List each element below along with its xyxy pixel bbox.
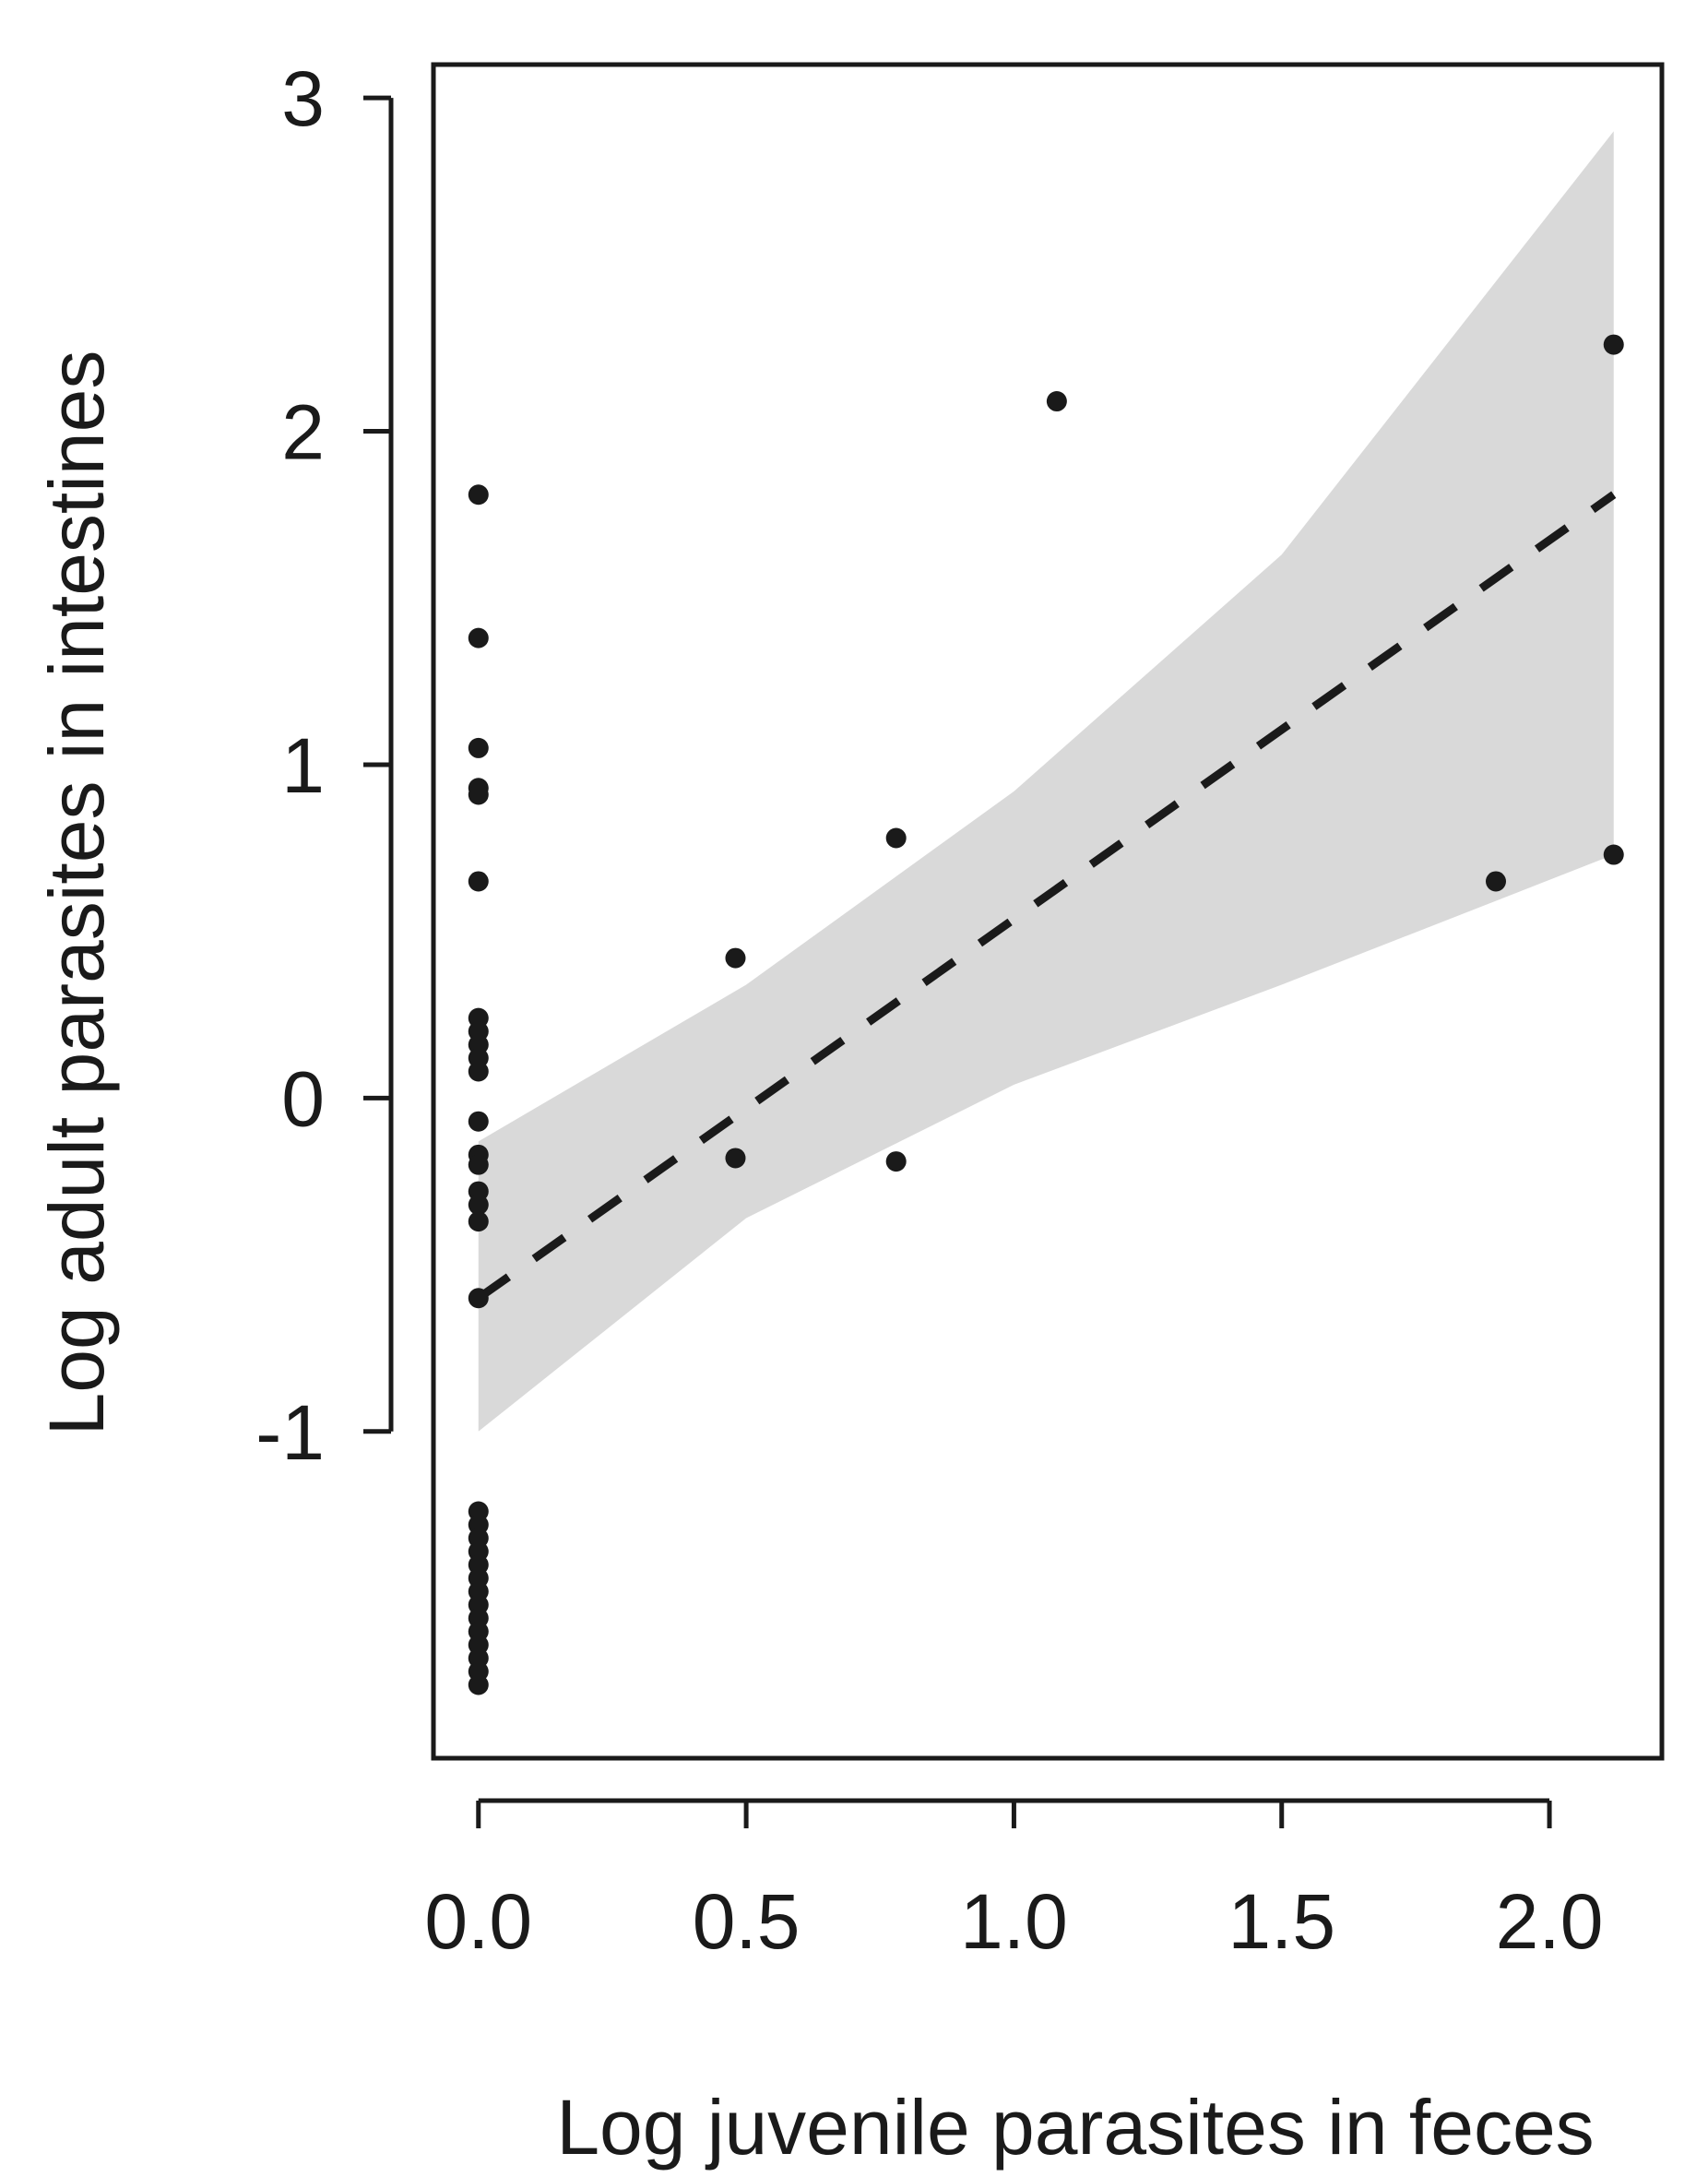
regression-line: [476, 491, 1617, 1302]
plot-frame: [431, 62, 1665, 1761]
data-point: [468, 737, 489, 758]
data-point: [468, 627, 489, 648]
data-point: [1486, 871, 1506, 892]
data-point: [468, 1061, 489, 1082]
data-point: [468, 1288, 489, 1309]
y-axis-title: Log adult parasites in intestines: [33, 351, 120, 1436]
x-tick-label: 2.0: [1496, 1878, 1604, 1965]
x-axis: 0.0 0.5 1.0 1.5 2.0: [424, 1798, 1604, 1965]
data-point: [1603, 334, 1624, 355]
x-tick-label: 1.0: [960, 1878, 1068, 1965]
data-point: [1046, 391, 1067, 412]
y-tick-label: -1: [255, 1389, 325, 1476]
data-point: [468, 1674, 489, 1695]
data-point: [885, 1151, 907, 1172]
x-tick-label: 1.5: [1228, 1878, 1335, 1965]
data-point: [468, 1154, 489, 1175]
data-points-layer: [468, 334, 1624, 1695]
y-tick-label: 3: [281, 55, 325, 142]
data-point: [468, 784, 489, 805]
data-point: [468, 871, 489, 892]
data-point: [725, 947, 746, 969]
x-axis-title: Log juvenile parasites in feces: [556, 2084, 1594, 2171]
data-point: [885, 827, 907, 849]
x-tick-label: 0.5: [693, 1878, 801, 1965]
y-axis: -1 0 1 2 3: [255, 55, 394, 1476]
data-point: [1603, 844, 1624, 865]
confidence-band: [478, 131, 1614, 1432]
y-tick-label: 0: [281, 1055, 325, 1142]
y-tick-label: 1: [281, 722, 325, 809]
x-tick-label: 0.0: [424, 1878, 532, 1965]
fit-line-layer: [476, 491, 1617, 1302]
confidence-band-layer: [478, 131, 1614, 1432]
data-point: [468, 1195, 489, 1216]
y-tick-label: 2: [281, 389, 325, 476]
data-point: [468, 484, 489, 506]
data-point: [468, 1211, 489, 1232]
data-point: [725, 1148, 746, 1169]
data-point: [468, 1111, 489, 1132]
